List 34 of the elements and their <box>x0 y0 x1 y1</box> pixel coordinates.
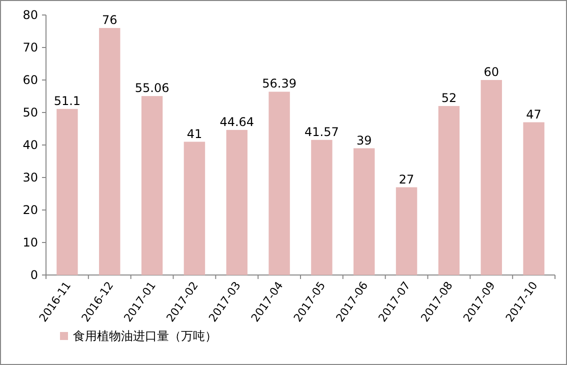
y-tick-label: 20 <box>22 203 38 217</box>
bar <box>268 92 290 275</box>
legend-label: 食用植物油进口量（万吨） <box>73 329 217 343</box>
bar <box>184 142 206 275</box>
data-label: 27 <box>398 172 414 186</box>
bar <box>480 80 502 275</box>
bar <box>99 28 120 275</box>
data-label: 47 <box>526 107 542 122</box>
data-label: 44.64 <box>220 114 254 129</box>
data-label: 41 <box>186 126 202 141</box>
y-tick-label: 60 <box>22 73 38 87</box>
y-tick-label: 80 <box>22 8 38 22</box>
bar <box>354 148 375 275</box>
bar <box>438 106 460 275</box>
data-label: 76 <box>102 13 118 27</box>
bar <box>396 187 418 275</box>
bar <box>311 140 332 275</box>
data-label: 55.06 <box>134 81 170 96</box>
y-tick-label: 30 <box>22 170 38 184</box>
data-label: 41.57 <box>304 124 339 139</box>
y-tick-label: 0 <box>30 268 38 282</box>
data-label: 56.39 <box>262 76 296 91</box>
y-tick-label: 10 <box>22 236 38 250</box>
bar <box>141 96 163 275</box>
bar <box>226 130 248 275</box>
y-tick-label: 70 <box>22 40 38 54</box>
y-tick-label: 40 <box>22 138 38 152</box>
y-tick-label: 50 <box>22 106 38 120</box>
bar <box>56 108 78 275</box>
data-label: 60 <box>484 65 500 79</box>
data-label: 51.1 <box>54 94 81 108</box>
data-label: 39 <box>356 133 372 148</box>
data-label: 52 <box>441 91 457 105</box>
bar <box>523 122 544 275</box>
